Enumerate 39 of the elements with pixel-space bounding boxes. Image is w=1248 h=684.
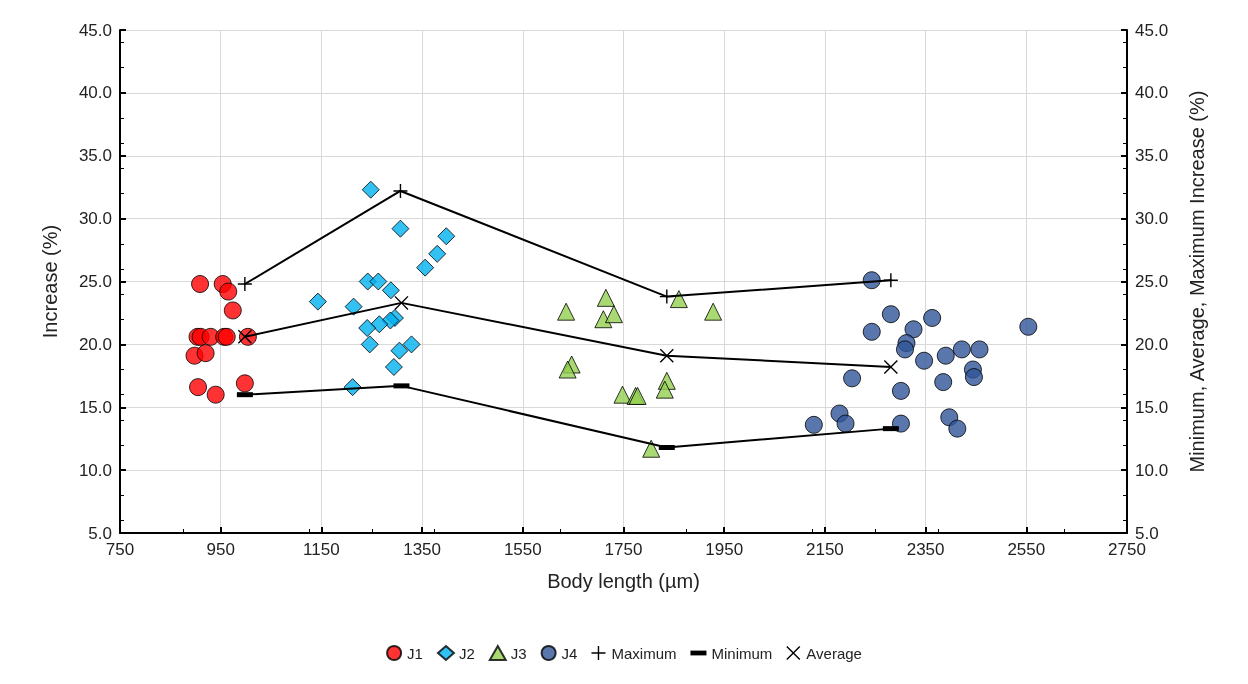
x-tick-label: 1750 xyxy=(604,540,643,559)
y2-tick-label: 35.0 xyxy=(1135,146,1169,166)
y2-tick-label: 5.0 xyxy=(1135,523,1159,543)
x-tick-label: 750 xyxy=(105,540,135,559)
y-tick-label: 35.0 xyxy=(78,146,112,166)
y2-tick-label: 30.0 xyxy=(1135,209,1169,229)
x-tick-label: 950 xyxy=(206,540,235,559)
y-tick-label: 5.0 xyxy=(88,523,112,543)
y-tick-label: 30.0 xyxy=(78,209,112,229)
y-tick-label: 25.0 xyxy=(78,272,112,291)
x-tick-label: 1150 xyxy=(303,540,340,559)
x-tick-label: 2750 xyxy=(1108,540,1146,559)
x-tick-label: 2350 xyxy=(906,540,945,559)
x-axis-title: Body length (µm) xyxy=(547,570,700,592)
legend-label: J1 xyxy=(407,644,423,662)
y2-tick-label: 25.0 xyxy=(1135,272,1169,291)
y2-tick-label: 15.0 xyxy=(1135,397,1169,417)
legend-label: J3 xyxy=(510,644,527,662)
y-tick-label: 40.0 xyxy=(78,83,112,103)
x-tick-label: 1950 xyxy=(705,540,744,559)
legend-label: Average xyxy=(806,644,862,662)
x-tick-label: 1550 xyxy=(503,540,542,559)
y2-tick-label: 20.0 xyxy=(1135,334,1169,354)
legend-label: J2 xyxy=(458,644,475,662)
y-tick-label: 10.0 xyxy=(78,460,112,480)
y2-tick-label: 45.0 xyxy=(1135,20,1169,40)
y2-tick-label: 10.0 xyxy=(1135,460,1169,480)
legend-label: J4 xyxy=(561,644,578,662)
y2-tick-label: 40.0 xyxy=(1135,83,1169,103)
y-tick-label: 20.0 xyxy=(78,334,112,354)
y-axis-title: Increase (%) xyxy=(39,224,61,339)
legend-label: Minimum xyxy=(711,644,773,662)
x-tick-label: 1350 xyxy=(403,540,442,559)
y2-axis-title: Minimum, Average, Maximum Increase (%) xyxy=(1186,90,1208,473)
y-tick-label: 45.0 xyxy=(78,20,112,40)
x-tick-label: 2150 xyxy=(805,540,844,559)
y-tick-label: 15.0 xyxy=(78,397,112,417)
x-tick-label: 2550 xyxy=(1007,540,1046,559)
legend-label: Maximum xyxy=(611,644,677,662)
